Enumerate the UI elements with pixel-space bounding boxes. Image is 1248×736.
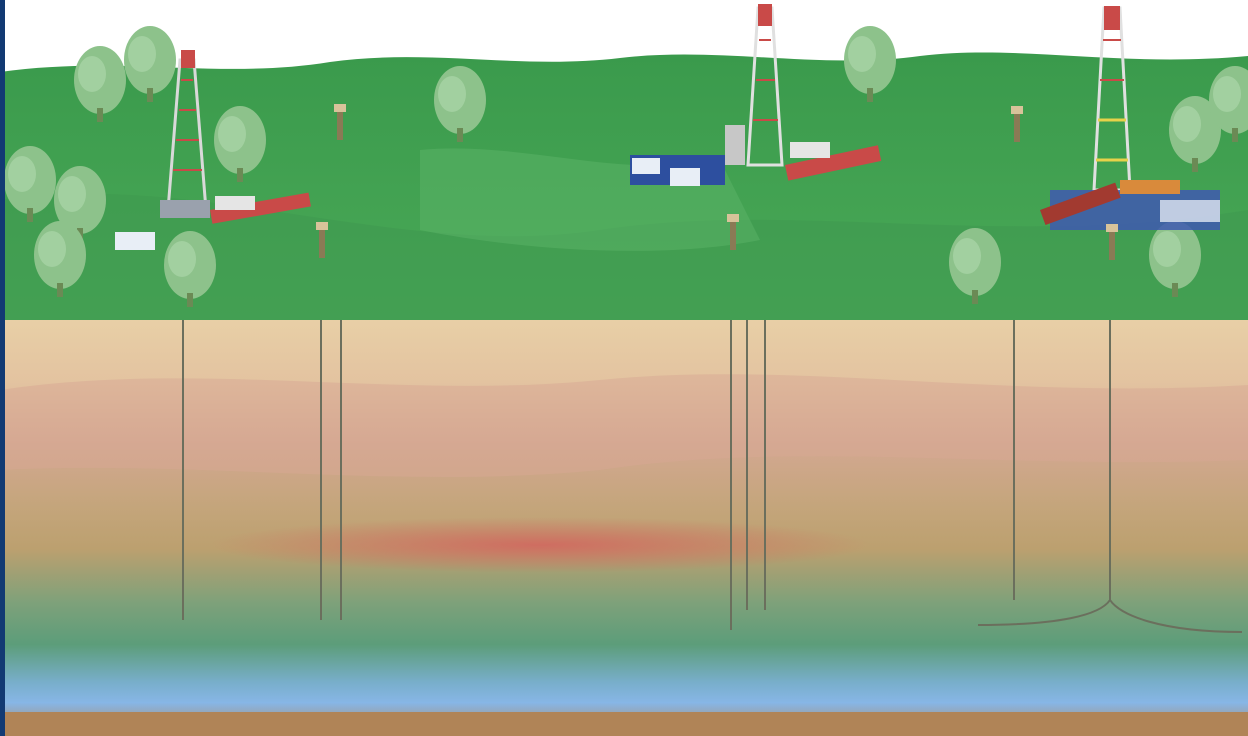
rig-right [1040,6,1220,230]
left-edge-bar [0,0,5,736]
well-lines [182,320,1243,633]
clay-layer [0,374,1248,478]
rig-left [115,50,311,250]
reservoir-layer [210,517,870,573]
grass-shade [0,193,1248,320]
rig-center [630,4,882,186]
bedrock-layer [0,712,1248,736]
